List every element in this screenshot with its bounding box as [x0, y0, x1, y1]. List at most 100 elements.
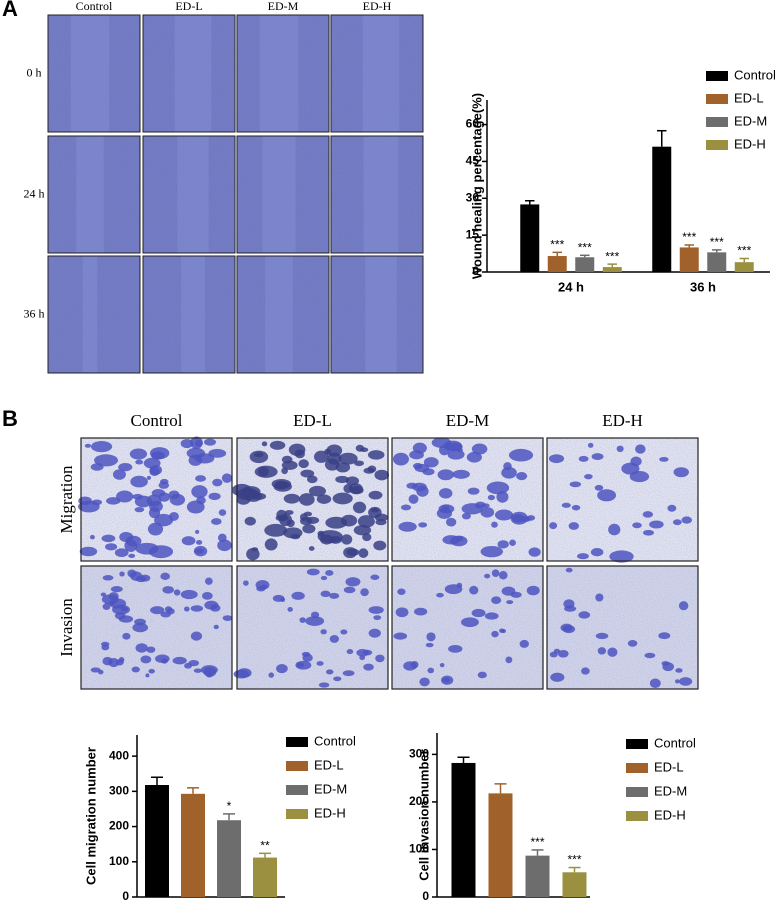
cell [368, 628, 381, 638]
cell [320, 590, 331, 598]
cell [204, 438, 216, 446]
cell [194, 548, 205, 554]
significance: *** [737, 244, 751, 258]
cell [375, 654, 385, 663]
cell [431, 437, 452, 448]
cell [112, 604, 130, 615]
cell [398, 521, 417, 532]
cell [108, 658, 120, 668]
cell [342, 670, 355, 677]
cell [205, 577, 213, 585]
cell [139, 574, 151, 582]
cell [308, 485, 326, 497]
column-label: ED-H [363, 0, 392, 13]
cell [213, 624, 219, 630]
column-label: Control [76, 0, 113, 13]
cell [408, 494, 419, 504]
significance: *** [567, 853, 581, 867]
cell [367, 450, 385, 460]
column-label: ED-L [175, 0, 202, 13]
cell [108, 592, 119, 601]
cell [352, 501, 367, 514]
significance: *** [550, 238, 564, 252]
cell [486, 481, 510, 495]
significance: *** [682, 230, 696, 244]
y-tick-label: 45 [466, 154, 480, 168]
cell [340, 629, 348, 635]
micrograph-border [236, 135, 330, 254]
cell [446, 442, 463, 452]
cell [423, 457, 439, 468]
micrograph-border [236, 565, 389, 690]
cell [348, 483, 363, 495]
cell [584, 473, 593, 480]
cell [506, 600, 514, 605]
cell [102, 603, 111, 610]
row-label: 0 h [27, 65, 42, 79]
cell [335, 462, 351, 473]
cell [444, 584, 463, 595]
cell [373, 615, 382, 621]
y-axis-label: Wound healing percentage(%) [469, 93, 484, 279]
significance: *** [605, 249, 619, 263]
cell [325, 570, 334, 576]
cell [659, 456, 669, 462]
significance: *** [710, 235, 724, 249]
cell [231, 483, 253, 497]
bar [451, 762, 476, 897]
cell [148, 545, 174, 559]
legend-swatch [626, 739, 648, 749]
legend-label: ED-H [314, 805, 346, 820]
cell [324, 448, 332, 455]
cell [510, 591, 522, 598]
legend-label: ED-L [654, 759, 684, 774]
micrograph-border [236, 255, 330, 374]
cell [151, 489, 166, 497]
cell [208, 492, 221, 501]
cell [145, 673, 150, 678]
cell [283, 493, 300, 504]
cell [496, 491, 509, 503]
y-tick-label: 60 [466, 117, 480, 131]
y-tick-label: 100 [109, 854, 129, 868]
row-label: 24 h [24, 186, 45, 200]
cell [505, 656, 513, 664]
cell [168, 490, 180, 500]
bar [679, 247, 699, 272]
cell [594, 484, 604, 491]
legend-swatch [286, 809, 308, 819]
cell [154, 513, 174, 527]
y-axis-label: Cell migration number [83, 747, 98, 885]
cell [308, 546, 315, 551]
cell [116, 490, 134, 503]
micrograph-border [330, 135, 424, 254]
micrograph-border [47, 255, 141, 374]
cell [354, 460, 364, 467]
cell [426, 632, 436, 642]
cell [243, 580, 249, 586]
x-tick-label: 24 h [558, 279, 584, 294]
row-label: Invasion [57, 598, 76, 657]
cell [190, 436, 203, 449]
cell [203, 667, 217, 677]
cell [221, 473, 233, 483]
cell [608, 523, 621, 536]
cell [300, 516, 313, 526]
cell [320, 575, 328, 581]
micrograph-border [236, 437, 389, 562]
cell [325, 669, 334, 675]
cell [461, 512, 471, 520]
cell [491, 630, 499, 638]
cell [363, 467, 375, 474]
cell [147, 522, 164, 536]
micrograph-border [80, 565, 233, 690]
cell [410, 660, 419, 669]
cell [480, 507, 495, 518]
wound-gap [76, 136, 104, 253]
wound-gap [177, 136, 209, 253]
legend-label: Control [734, 67, 776, 82]
bar [707, 252, 727, 272]
cell [233, 669, 250, 679]
legend-label: ED-L [734, 90, 764, 105]
cell [264, 538, 278, 551]
